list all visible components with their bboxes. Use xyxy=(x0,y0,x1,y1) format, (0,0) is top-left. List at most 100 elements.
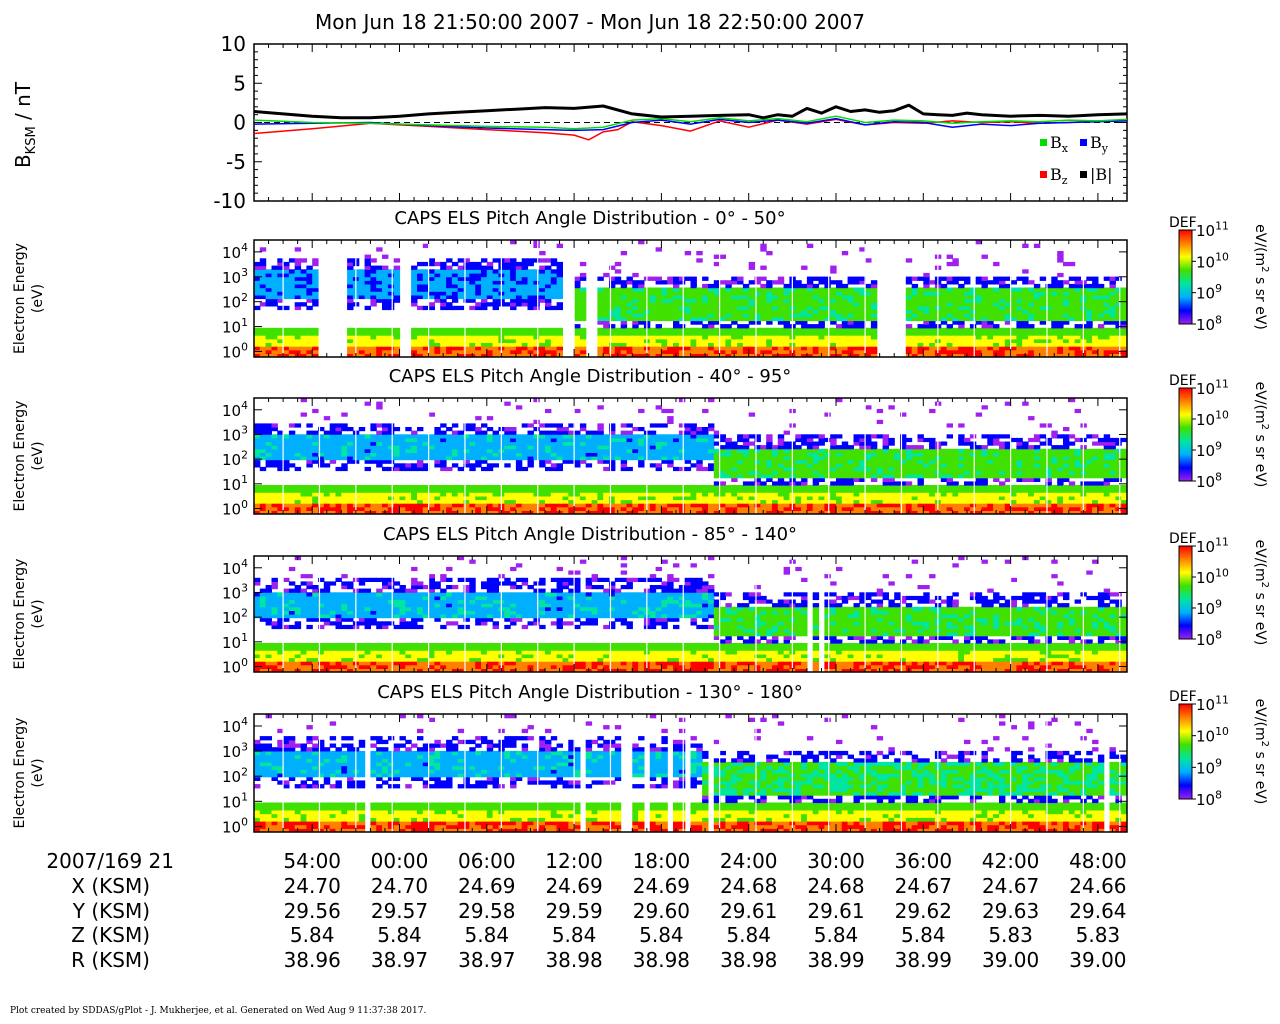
spectrogram-cell xyxy=(777,316,785,322)
spectrogram-cell xyxy=(917,294,924,300)
spectrogram-cell xyxy=(748,474,756,479)
spectrogram-cell xyxy=(428,294,435,300)
spectrogram-cell xyxy=(609,280,616,285)
spectrogram-cell xyxy=(277,459,284,464)
spectrogram-cell xyxy=(323,434,331,439)
spectrogram-cell xyxy=(492,452,499,457)
spectrogram-cell xyxy=(702,456,709,461)
spectrogram-cell xyxy=(1051,287,1058,292)
spectrogram-cell xyxy=(806,276,814,281)
spectrogram-cell xyxy=(1057,251,1064,256)
spectrogram-cell xyxy=(1115,316,1122,322)
spectrogram-cell xyxy=(1057,331,1064,336)
spectrogram-cell xyxy=(405,466,412,472)
spectrogram-cell xyxy=(853,477,860,482)
spectrogram-cell xyxy=(638,499,645,504)
spectrogram-cell xyxy=(946,353,953,357)
spectrogram-cell xyxy=(492,445,499,450)
spectrogram-cell xyxy=(853,305,860,311)
spectrogram-cell xyxy=(463,291,470,296)
spectrogram-cell xyxy=(1086,335,1093,340)
spectrogram-cell xyxy=(1039,342,1047,347)
spectrogram-cell xyxy=(999,327,1006,333)
spectrogram-cell xyxy=(1068,261,1076,267)
spectrogram-cell xyxy=(900,441,907,446)
spectrogram-cell xyxy=(329,485,337,490)
spectrogram-cell xyxy=(818,309,825,314)
spectrogram-cell xyxy=(1121,305,1127,311)
spectrogram-cell xyxy=(806,291,814,296)
spectrogram-cell xyxy=(574,313,581,318)
spectrogram-cell xyxy=(399,492,406,497)
spectrogram-cell xyxy=(999,342,1006,347)
spectrogram-cell xyxy=(801,320,808,325)
spectrogram-cell xyxy=(876,506,884,511)
spectrogram-cell xyxy=(713,291,721,296)
spectrogram-cell xyxy=(696,338,703,343)
spectrogram-cell xyxy=(579,495,587,501)
spectrogram-cell xyxy=(818,287,825,292)
spectrogram-cell xyxy=(306,287,313,292)
spectrogram-cell xyxy=(667,456,674,461)
spectrogram-cell xyxy=(1068,346,1076,351)
spectrogram-cell xyxy=(312,434,319,439)
spectrogram-cell xyxy=(358,503,366,508)
spectrogram-cell xyxy=(1103,342,1111,347)
spectrogram-cell xyxy=(382,434,389,439)
spectrogram-cell xyxy=(527,423,534,428)
spectrogram-cell xyxy=(1004,349,1012,354)
spectrogram-cell xyxy=(690,291,697,296)
spectrogram-cell xyxy=(527,448,534,453)
spectrogram-cell xyxy=(719,474,726,479)
spectrogram-cell xyxy=(335,452,342,457)
spectrogram-cell xyxy=(434,463,441,468)
spectrogram-cell xyxy=(836,324,843,329)
spectrogram-cell xyxy=(556,503,563,508)
spectrogram-cell xyxy=(1057,349,1064,354)
spectrogram-cell xyxy=(376,485,383,490)
spectrogram-cell xyxy=(457,434,465,439)
spectrogram-cell xyxy=(515,349,523,354)
spectrogram-cell xyxy=(667,287,674,292)
spectrogram-cell xyxy=(795,463,802,468)
spectrogram-cell xyxy=(603,346,610,351)
spectrogram-cell xyxy=(609,510,616,514)
spectrogram-cell xyxy=(428,327,435,333)
spectrogram-cell xyxy=(533,419,540,424)
spectrogram-cell xyxy=(806,463,814,468)
spectrogram-cell xyxy=(440,463,447,468)
spectrogram-cell xyxy=(772,298,779,303)
spectrogram-cell xyxy=(574,346,581,351)
spectrogram-cell xyxy=(917,488,924,493)
spectrogram-cell xyxy=(486,488,494,493)
spectrogram-cell xyxy=(905,492,913,497)
spectrogram-cell xyxy=(469,492,476,497)
spectrogram-cell xyxy=(987,302,994,307)
spectrogram-cell xyxy=(929,302,936,307)
spectrogram-cell xyxy=(387,276,395,281)
spectrogram-cell xyxy=(678,327,686,333)
spectrogram-cell xyxy=(713,488,721,493)
spectrogram-cell xyxy=(568,434,575,439)
spectrogram-cell xyxy=(917,353,924,357)
spectrogram-cell xyxy=(457,280,465,285)
spectrogram-cell xyxy=(725,353,732,357)
spectrogram-cell xyxy=(975,240,983,245)
spectrogram-cell xyxy=(958,335,965,340)
spectrogram-cell xyxy=(987,298,994,303)
spectrogram-cell xyxy=(742,316,750,322)
spectrogram-cell xyxy=(550,485,558,490)
spectrogram-cell xyxy=(475,459,482,464)
spectrogram-cell xyxy=(259,272,267,278)
spectrogram-cell xyxy=(259,291,267,296)
spectrogram-cell xyxy=(818,477,825,482)
spectrogram-cell xyxy=(387,466,395,472)
spectrogram-cell xyxy=(777,474,785,479)
spectrogram-cell xyxy=(678,398,686,403)
spectrogram-cell xyxy=(446,492,453,497)
spectrogram-cell xyxy=(475,495,482,501)
spectrogram-cell xyxy=(579,305,587,311)
spectrogram-cell xyxy=(783,298,790,303)
spectrogram-cell xyxy=(1010,309,1017,314)
spectrogram-cell xyxy=(422,492,430,497)
